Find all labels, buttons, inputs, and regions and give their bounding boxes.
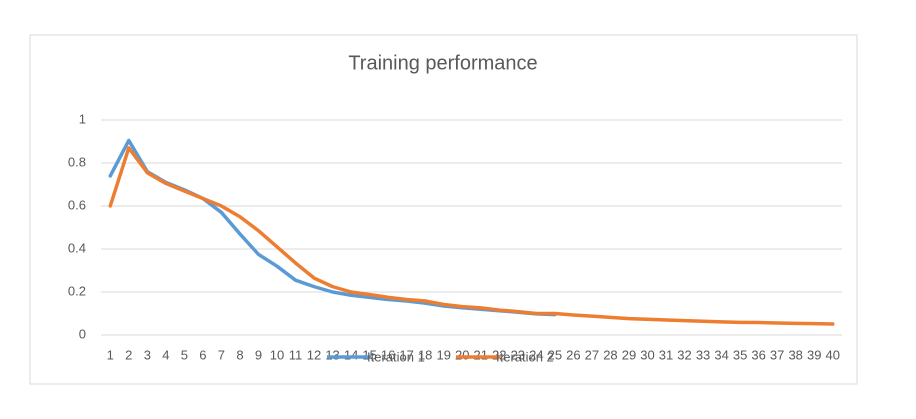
x-tick-label: 12 <box>307 347 321 362</box>
x-tick-label: 26 <box>566 347 580 362</box>
x-tick-label: 1 <box>107 347 114 362</box>
x-tick-label: 40 <box>826 347 840 362</box>
x-tick-label: 21 <box>474 347 488 362</box>
x-tick-label: 24 <box>529 347 543 362</box>
x-tick-label: 38 <box>788 347 802 362</box>
x-tick-label: 6 <box>199 347 206 362</box>
legend-label: Iteration 1 <box>367 349 425 364</box>
x-tick-label: 13 <box>325 347 339 362</box>
y-tick-label: 0 <box>79 326 86 341</box>
x-tick-label: 14 <box>344 347 358 362</box>
x-tick-label: 10 <box>270 347 284 362</box>
x-tick-label: 7 <box>218 347 225 362</box>
x-tick-label: 33 <box>696 347 710 362</box>
x-tick-label: 34 <box>714 347 728 362</box>
chart-title: Training performance <box>348 52 537 74</box>
x-tick-label: 39 <box>807 347 821 362</box>
x-tick-label: 9 <box>255 347 262 362</box>
x-tick-label: 8 <box>236 347 243 362</box>
series-line <box>108 146 835 326</box>
x-tick-label: 16 <box>381 347 395 362</box>
x-tick-label: 30 <box>640 347 654 362</box>
x-tick-label: 4 <box>162 347 169 362</box>
chart-frame <box>29 34 858 385</box>
x-tick-label: 35 <box>733 347 747 362</box>
x-tick-label: 2 <box>125 347 132 362</box>
y-tick-label: 0.4 <box>68 240 86 255</box>
y-tick-label: 0.8 <box>68 154 86 169</box>
x-tick-label: 17 <box>399 347 413 362</box>
x-tick-label: 20 <box>455 347 469 362</box>
y-tick-label: 1 <box>79 111 86 126</box>
y-tick-label: 0.6 <box>68 197 86 212</box>
x-tick-label: 5 <box>181 347 188 362</box>
x-tick-label: 3 <box>144 347 151 362</box>
x-tick-label: 25 <box>548 347 562 362</box>
x-tick-label: 18 <box>418 347 432 362</box>
x-tick-label: 31 <box>659 347 673 362</box>
x-tick-label: 28 <box>603 347 617 362</box>
x-tick-label: 19 <box>436 347 450 362</box>
legend-label: Iteration 2 <box>496 349 554 364</box>
x-tick-label: 27 <box>585 347 599 362</box>
x-tick-label: 29 <box>622 347 636 362</box>
x-tick-label: 11 <box>289 347 303 362</box>
x-tick-label: 32 <box>677 347 691 362</box>
y-tick-label: 0.2 <box>68 283 86 298</box>
x-tick-label: 36 <box>751 347 765 362</box>
x-tick-label: 37 <box>770 347 784 362</box>
x-tick-label: 23 <box>511 347 525 362</box>
